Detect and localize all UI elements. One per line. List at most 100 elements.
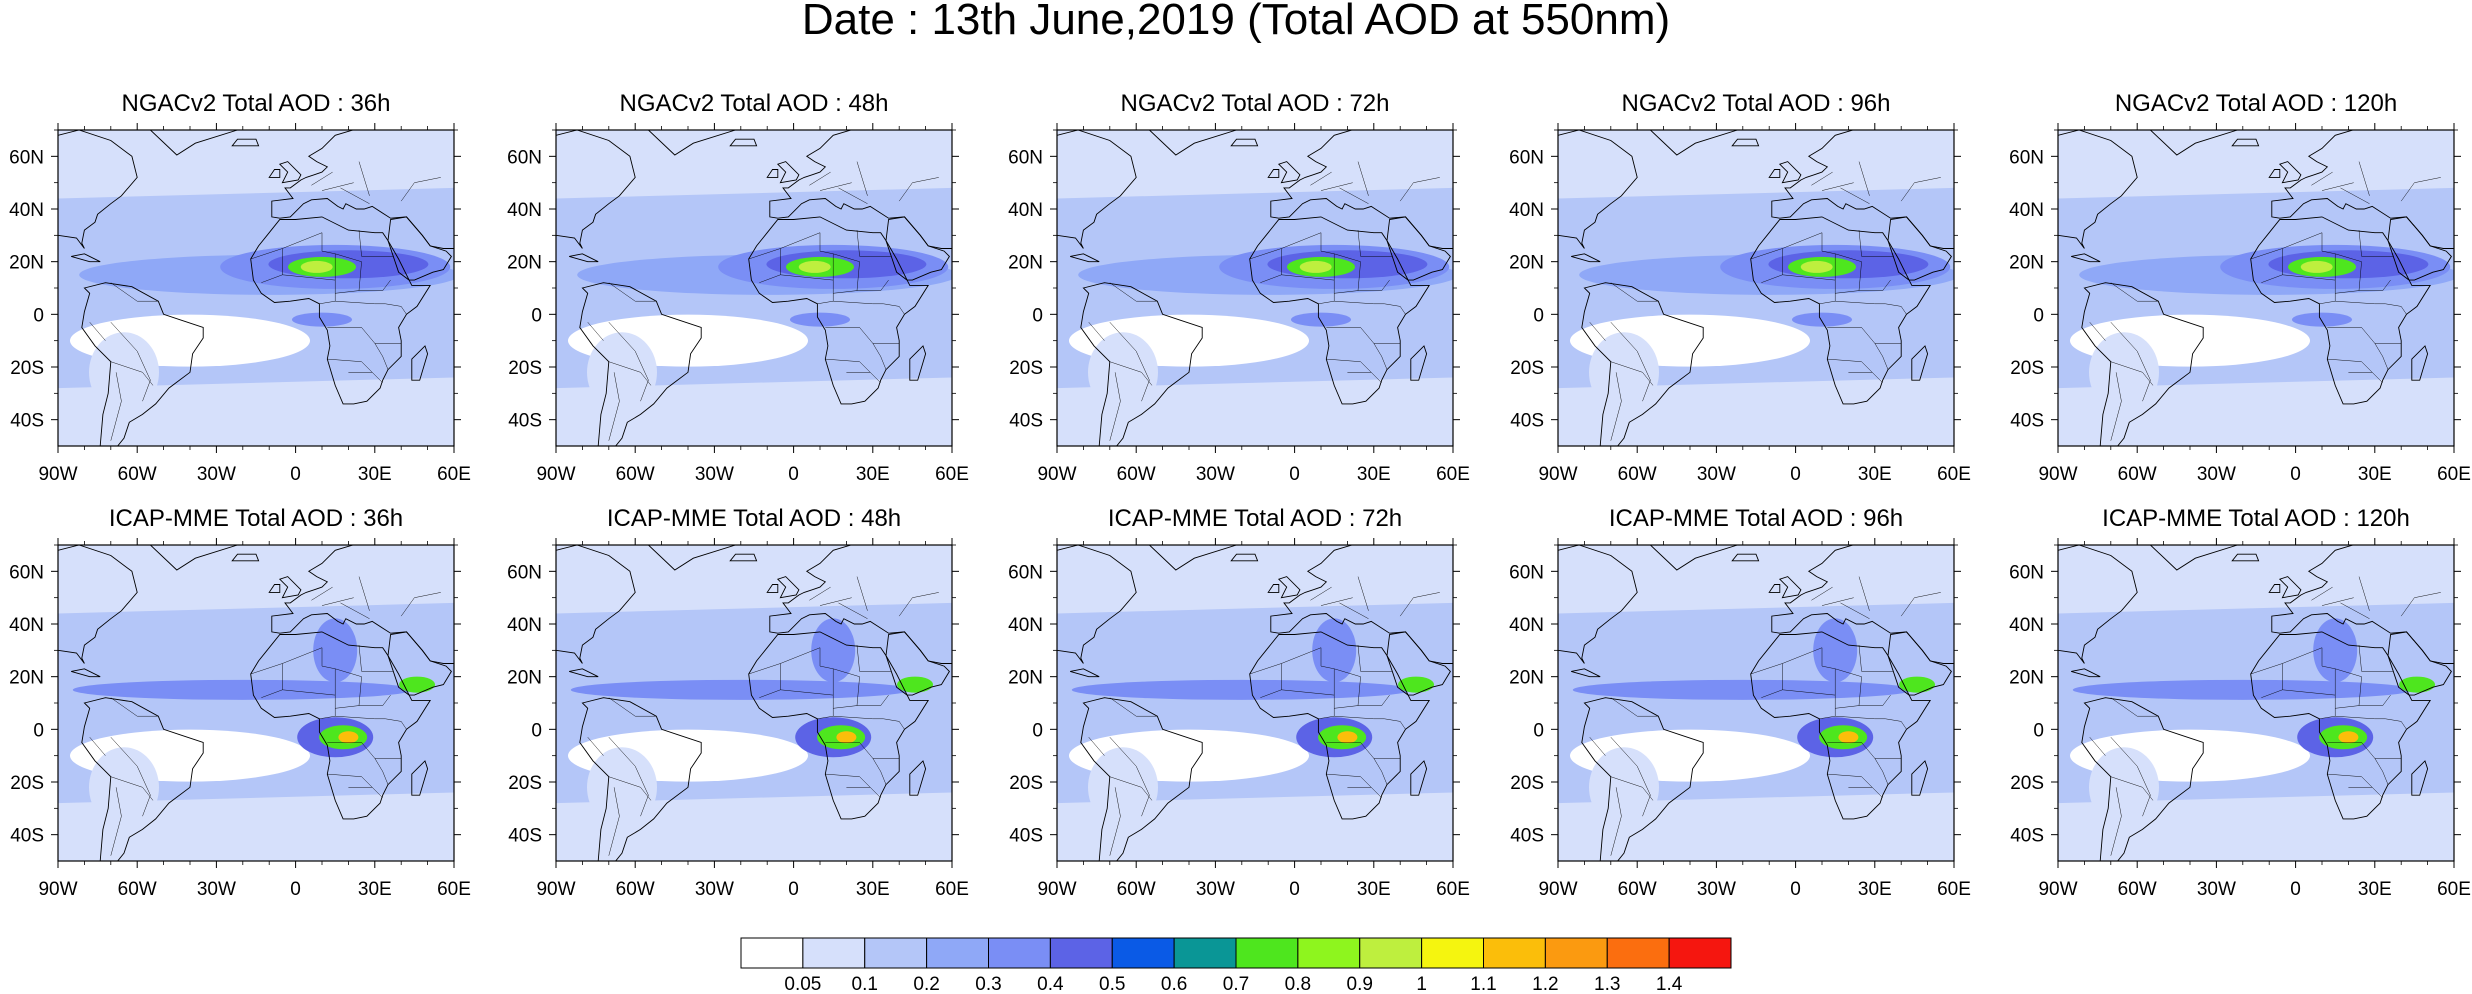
lon-tick-label: 30E <box>1357 879 1391 900</box>
lon-tick-label: 60E <box>2437 879 2471 900</box>
country-border <box>1840 602 1870 619</box>
cuba-coast <box>1571 668 1601 678</box>
country-border <box>872 343 887 370</box>
country-border <box>110 372 122 441</box>
country-border <box>819 232 834 255</box>
country-border <box>2327 327 2402 344</box>
country-border <box>1358 279 1390 291</box>
country-border <box>2319 280 2336 305</box>
aod-field <box>1792 312 1852 327</box>
ireland-coast <box>1267 169 1280 178</box>
country-border <box>608 697 657 717</box>
aod-field <box>2058 377 2454 446</box>
country-border <box>838 602 868 619</box>
aod-field <box>556 792 952 861</box>
aod-field <box>58 545 454 614</box>
country-border <box>1885 303 1907 315</box>
arabia-coast <box>885 631 950 696</box>
lon-tick-label: 30E <box>1357 464 1391 485</box>
lon-tick-label: 0 <box>290 464 301 485</box>
map-panel: ICAP-MME Total AOD : 48h 90W 60W 30W 0 30E 60E… <box>492 505 972 905</box>
colorbar-label: 0.7 <box>1223 974 1249 994</box>
country-border <box>1610 697 1659 717</box>
cuba-coast <box>569 668 599 678</box>
panel-title: NGACv2 Total AOD : 120h <box>2114 90 2398 117</box>
lon-tick-label: 0 <box>1289 464 1300 485</box>
map-panel: NGACv2 Total AOD : 72h 90W 60W 30W 0 30E 60E 60… <box>993 90 1473 490</box>
country-border <box>1821 232 1836 255</box>
country-border <box>608 322 649 402</box>
aod-field <box>790 312 850 327</box>
map-panel: ICAP-MME Total AOD : 120h 90W 60W 30W 0 30E 60… <box>1994 505 2472 905</box>
aod-map: 90W 60W 30W 0 30E 60E 60N 40N 20N 0 20S 40S <box>1509 123 1971 485</box>
lat-tick-label: 60N <box>1509 562 1544 583</box>
lat-tick-label: 20S <box>2010 773 2044 794</box>
lat-tick-label: 20N <box>9 668 44 689</box>
lon-tick-label: 60E <box>1937 464 1971 485</box>
lon-tick-label: 60W <box>2118 464 2157 485</box>
lon-tick-label: 30E <box>1858 464 1892 485</box>
country-border <box>2110 697 2159 717</box>
country-border <box>311 171 333 186</box>
lon-tick-label: 60E <box>1436 879 1470 900</box>
lat-tick-label: 40N <box>1008 200 1043 221</box>
country-border <box>1088 322 1105 341</box>
colorbar-label: 0.6 <box>1161 974 1187 994</box>
country-border <box>2110 322 2151 402</box>
arabia-coast <box>387 631 452 696</box>
greenland-coast <box>1149 545 1237 571</box>
europe-coast <box>2271 130 2454 249</box>
country-border <box>819 182 852 191</box>
country-border <box>838 187 868 204</box>
south-america-coast <box>1581 697 1704 861</box>
country-border <box>1310 171 1332 186</box>
madagascar-coast <box>2411 345 2429 381</box>
map-panel: ICAP-MME Total AOD : 36h 90W 60W 30W 0 30E 60E… <box>0 505 474 905</box>
madagascar-coast <box>1911 345 1929 381</box>
country-border <box>327 358 383 383</box>
uk-coast <box>1778 161 1802 184</box>
country-border <box>1874 343 1889 370</box>
iceland-coast <box>231 553 260 562</box>
cuba-coast <box>569 253 599 263</box>
south-america-coast <box>1080 697 1203 861</box>
aod-field <box>1558 130 1954 199</box>
aod-field <box>587 747 657 828</box>
country-border <box>2311 586 2333 601</box>
country-border <box>883 303 905 315</box>
lat-tick-label: 60N <box>9 562 44 583</box>
country-border <box>1782 668 1862 696</box>
ireland-coast <box>268 584 281 593</box>
aod-field <box>1071 679 1412 700</box>
country-border <box>856 161 868 196</box>
uk-coast <box>278 161 302 184</box>
aod-map: 90W 60W 30W 0 30E 60E 60N 40N 20N 0 20S 40S <box>507 123 969 485</box>
country-border <box>1827 358 1883 383</box>
lon-tick-label: 0 <box>1790 464 1801 485</box>
country-border <box>1885 718 1907 730</box>
country-border <box>2340 187 2370 204</box>
lon-tick-label: 0 <box>1289 879 1300 900</box>
lon-tick-label: 60W <box>616 879 655 900</box>
country-border <box>883 718 905 730</box>
europe-coast <box>769 130 952 249</box>
country-border <box>1318 695 1335 720</box>
figure-title: Date : 13th June,2019 (Total AOD at 550n… <box>801 0 1671 44</box>
country-border <box>261 663 283 698</box>
country-border <box>1819 695 1836 720</box>
country-border <box>1610 282 1659 302</box>
aod-field <box>1558 792 1954 861</box>
country-border <box>833 300 884 305</box>
aod-field <box>1838 731 1859 744</box>
country-border <box>825 327 900 344</box>
map-panel: ICAP-MME Total AOD : 96h 90W 60W 30W 0 30E 60E… <box>1494 505 1974 905</box>
lon-tick-label: 30W <box>2197 464 2236 485</box>
lon-tick-label: 0 <box>788 879 799 900</box>
country-border <box>809 586 831 601</box>
lat-tick-label: 60N <box>9 147 44 168</box>
lon-tick-label: 90W <box>1538 879 1577 900</box>
lon-tick-label: 30W <box>695 879 734 900</box>
country-border <box>385 718 407 730</box>
country-border <box>2110 776 2154 801</box>
madagascar-coast <box>2411 760 2429 796</box>
